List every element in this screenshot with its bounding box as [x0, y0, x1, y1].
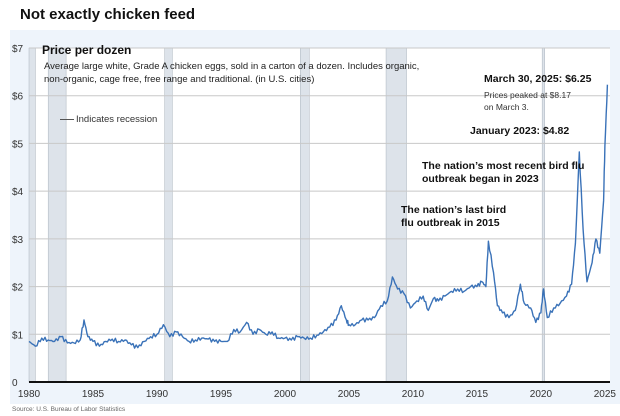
recession-band	[300, 47, 310, 383]
chart-title: Not exactly chicken feed	[20, 6, 196, 23]
y-tick-label: $7	[12, 44, 24, 55]
x-tick-label: 2025	[594, 389, 617, 400]
legend-recession: Indicates recession	[60, 114, 157, 126]
chart-subtitle-heading: Price per dozen	[42, 43, 132, 57]
x-tick-label: 1995	[210, 389, 233, 400]
x-tick-label: 2005	[338, 389, 361, 400]
y-tick-label: $5	[12, 139, 24, 150]
chart-description: Average large white, Grade A chicken egg…	[44, 61, 420, 85]
y-tick-label: $2	[12, 283, 24, 294]
legend-line-icon	[60, 118, 74, 120]
plot-area	[29, 48, 610, 382]
x-tick-label: 1985	[82, 389, 105, 400]
recession-band	[164, 47, 173, 383]
y-tick-label: $4	[12, 187, 24, 198]
x-tick-label: 2015	[466, 389, 489, 400]
annotation-last-bird-flu: The nation’s last bird flu outbreak in 2…	[401, 204, 507, 229]
x-tick-label: 1990	[146, 389, 169, 400]
annotation-recent-bird-flu: The nation’s most recent bird flu outbre…	[422, 160, 585, 185]
legend-label: Indicates recession	[76, 114, 158, 125]
y-tick-label: $1	[12, 330, 24, 341]
y-tick-label: $3	[12, 235, 24, 246]
x-tick-label: 1980	[18, 389, 41, 400]
annotation-march-2025: March 30, 2025: $6.25	[484, 73, 592, 85]
recession-band	[28, 47, 36, 383]
source-note: Source: U.S. Bureau of Labor Statistics	[12, 406, 126, 413]
y-tick-label: 0	[12, 378, 18, 389]
x-tick-label: 2010	[402, 389, 425, 400]
x-tick-label: 2000	[274, 389, 297, 400]
price-line	[28, 84, 609, 349]
x-tick-label: 2020	[530, 389, 553, 400]
annotation-jan-2023: January 2023: $4.82	[470, 125, 570, 137]
recession-band	[47, 47, 67, 383]
annotation-peak-note: Prices peaked at $8.17 on March 3.	[484, 90, 571, 112]
y-tick-label: $6	[12, 92, 24, 103]
